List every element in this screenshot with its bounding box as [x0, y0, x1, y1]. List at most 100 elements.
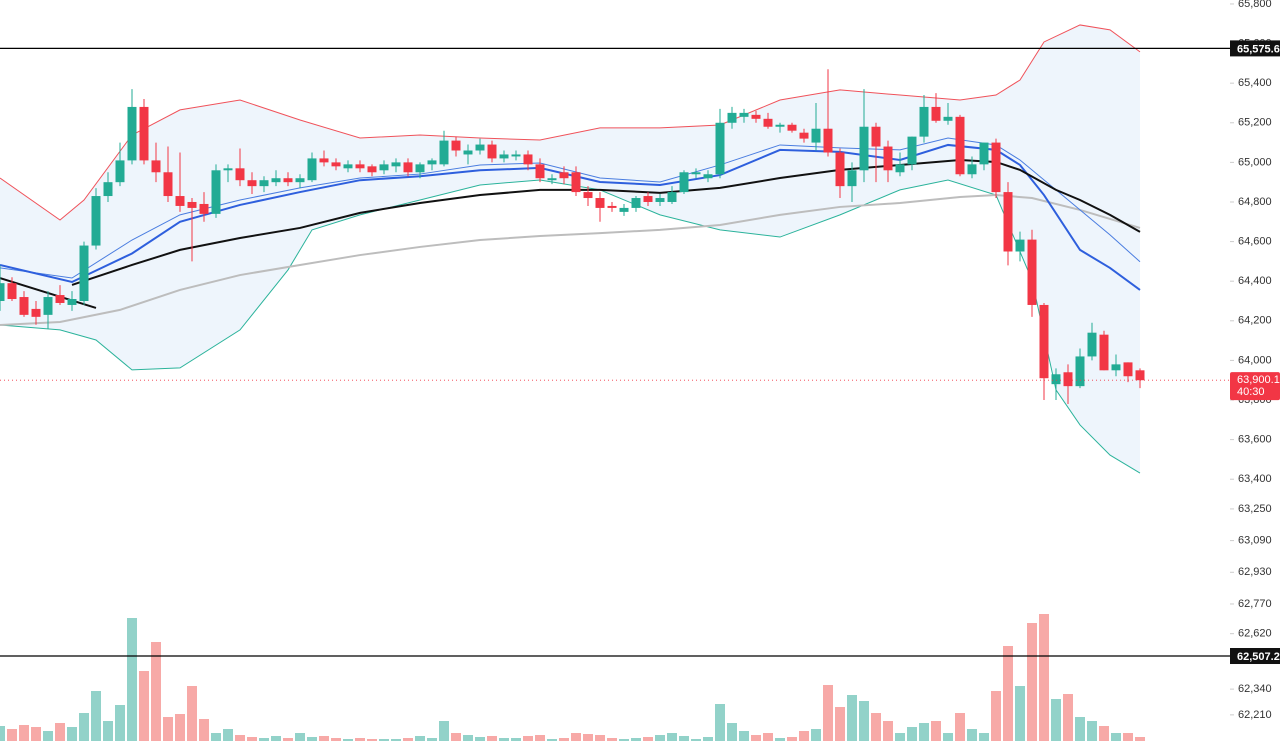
candle-body	[475, 144, 485, 151]
y-tick-label: 65,400	[1238, 77, 1272, 89]
candle-body	[1027, 239, 1037, 305]
candle-body	[163, 172, 173, 197]
candle-body	[991, 142, 1001, 193]
y-tick-label: 65,000	[1238, 156, 1272, 168]
candle-body	[175, 196, 185, 206]
candle-body	[703, 174, 713, 179]
volume-bar	[1003, 646, 1013, 741]
volume-bar	[1099, 726, 1109, 741]
volume-bar	[1063, 694, 1073, 741]
candle-body	[1075, 356, 1085, 387]
indicator-line	[0, 194, 1141, 326]
candle-body	[319, 158, 329, 163]
volume-bar	[691, 739, 701, 741]
candle-body	[427, 160, 437, 165]
volume-bar	[955, 713, 965, 741]
candle-body	[727, 112, 737, 123]
volume-bar	[415, 736, 425, 741]
volume-bar	[91, 691, 101, 741]
candle-body	[1003, 192, 1013, 252]
candle-body	[19, 297, 29, 315]
candle-body	[1087, 332, 1097, 357]
volume-bar	[31, 727, 41, 741]
candle-body	[1051, 374, 1061, 385]
candle-body	[619, 207, 629, 212]
candle-body	[631, 198, 641, 208]
candle-body	[1111, 364, 1121, 371]
volume-bar	[403, 738, 413, 741]
y-tick-label: 65,200	[1238, 117, 1272, 129]
price-badge	[1230, 40, 1280, 57]
volume-bar	[655, 735, 665, 741]
y-tick-label: 65,800	[1238, 0, 1272, 10]
volume-bar	[439, 721, 449, 741]
candle-body	[343, 164, 353, 169]
candle-body	[595, 198, 605, 208]
volume-bar	[295, 733, 305, 741]
volume-bar	[535, 735, 545, 741]
volume-bar	[235, 735, 245, 741]
volume-bar	[175, 714, 185, 741]
volume-bar	[247, 737, 257, 741]
y-tick-label: 64,600	[1238, 235, 1272, 247]
candle-body	[931, 106, 941, 121]
volume-bar	[967, 729, 977, 741]
candle-body	[919, 106, 929, 137]
volume-bar	[511, 738, 521, 741]
volume-bar	[559, 738, 569, 741]
candle-body	[379, 164, 389, 171]
candle-body	[499, 154, 509, 159]
y-tick-label: 63,090	[1238, 535, 1272, 547]
candle-body	[943, 116, 953, 121]
y-tick-label: 64,400	[1238, 275, 1272, 287]
candle-body	[1015, 239, 1025, 252]
volume-bar	[583, 734, 593, 741]
y-tick-label: 64,200	[1238, 315, 1272, 327]
candle-body	[187, 201, 197, 208]
candle-body	[979, 142, 989, 165]
volume-bar	[1051, 699, 1061, 741]
candle-body	[67, 299, 77, 305]
volume-bar	[331, 738, 341, 741]
candle-body	[247, 180, 257, 187]
candle-body	[391, 162, 401, 167]
candle-body	[487, 144, 497, 159]
candle-body	[199, 203, 209, 214]
volume-bar	[619, 739, 629, 741]
volume-bar	[475, 737, 485, 741]
volume-bar	[319, 736, 329, 741]
candle-body	[283, 178, 293, 183]
candle-body	[295, 178, 305, 183]
candle-body	[907, 136, 917, 165]
volume-bar	[271, 736, 281, 741]
y-tick-label: 62,620	[1238, 628, 1272, 640]
volume-bar	[1123, 733, 1133, 741]
candle-body	[367, 166, 377, 173]
volume-bar	[1087, 721, 1097, 741]
price-badge-label: 65,575.6	[1237, 43, 1280, 55]
y-tick-label: 63,400	[1238, 473, 1272, 485]
volume-bar	[715, 704, 725, 741]
volume-bar	[379, 739, 389, 741]
volume-bar	[163, 717, 173, 741]
last-price-badge	[1230, 372, 1280, 401]
volume-bar	[19, 725, 29, 741]
volume-bar	[391, 739, 401, 741]
volume-bar	[451, 733, 461, 741]
candle-body	[55, 295, 65, 303]
candle-body	[955, 116, 965, 175]
candle-body	[7, 283, 17, 300]
volume-bar	[1075, 717, 1085, 741]
y-tick-label: 62,930	[1238, 566, 1272, 578]
volume-bar	[811, 729, 821, 741]
volume-bar	[751, 735, 761, 741]
volume-bar	[667, 733, 677, 741]
candle-body	[439, 140, 449, 165]
volume-bar	[127, 618, 137, 741]
candle-body	[103, 182, 113, 197]
band-fill	[0, 24, 1140, 474]
candle-body	[535, 164, 545, 179]
volume-bar	[307, 737, 317, 741]
volume-bar	[1111, 733, 1121, 741]
volume-bar	[487, 736, 497, 741]
